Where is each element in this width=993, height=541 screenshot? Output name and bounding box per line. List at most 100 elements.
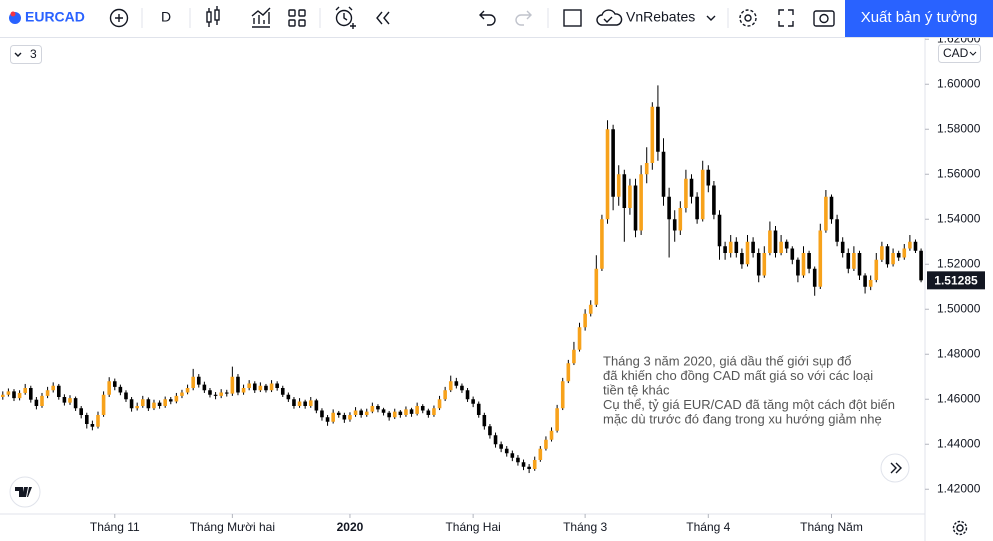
candle-body [678, 208, 683, 231]
candle-body [689, 178, 694, 197]
candle-body [740, 253, 744, 265]
candle-body [426, 410, 431, 415]
settings[interactable] [739, 9, 757, 27]
candle-body [499, 444, 503, 449]
candle-body [415, 406, 419, 414]
candle-body [146, 399, 151, 409]
candle-body [152, 402, 156, 409]
candle-body [706, 169, 711, 186]
candle-body [784, 241, 789, 249]
candle-body [628, 185, 632, 208]
indicators[interactable] [251, 7, 271, 28]
x-tick-label: Tháng Mười hai [190, 520, 275, 534]
candle-body [829, 196, 834, 220]
candle-body [751, 241, 755, 253]
templates[interactable] [288, 9, 306, 27]
candle-body [34, 399, 39, 406]
candle-body [381, 409, 386, 413]
candle-body [196, 376, 201, 385]
candle-body [17, 392, 22, 399]
candle-body [409, 409, 414, 414]
publish-label[interactable]: Xuất bản ý tưởng [861, 9, 978, 26]
candle-body [835, 219, 839, 242]
candle-body [516, 457, 520, 463]
publish-button[interactable] [845, 0, 993, 37]
currency-box[interactable]: CAD [938, 44, 981, 63]
candle-body [314, 400, 319, 411]
candle-body [437, 399, 442, 409]
candle-body [605, 129, 610, 220]
candle-body [140, 399, 145, 406]
add-symbol[interactable] [109, 8, 129, 28]
candle-body [398, 411, 403, 415]
candle-body [913, 241, 918, 251]
replay[interactable] [376, 11, 390, 25]
candle-body [734, 241, 739, 253]
layout[interactable] [563, 9, 582, 27]
snapshot[interactable] [813, 10, 835, 27]
candle-body [353, 410, 358, 415]
candle-body [840, 241, 845, 253]
candle-body [90, 424, 95, 427]
scroll-right[interactable] [880, 453, 910, 483]
candle-body [560, 381, 565, 409]
candle-body [241, 388, 246, 393]
candle-body [616, 174, 621, 197]
candle-body [796, 259, 800, 276]
candle-body [555, 408, 559, 431]
y-tick-label: 1.42000 [937, 481, 981, 495]
candle-body [252, 383, 257, 391]
candle-body [885, 246, 890, 265]
cloud[interactable] [596, 9, 623, 26]
candle-body [191, 376, 195, 388]
alert[interactable] [335, 6, 356, 29]
candle-body [639, 174, 643, 231]
candle-body [667, 196, 671, 220]
last-price-label: 1.51285 [934, 274, 978, 288]
candle-body [297, 401, 302, 406]
candle-body [325, 417, 330, 422]
candle-body [62, 397, 67, 403]
legend-chevron[interactable] [14, 52, 22, 57]
candle-body [432, 408, 436, 415]
candle-body [269, 383, 274, 391]
candle-body [723, 246, 727, 253]
candle-body [73, 398, 78, 409]
candle-body [275, 383, 279, 388]
candle-body [650, 106, 655, 163]
symbol[interactable]: EURCAD [25, 9, 85, 25]
candle-body [600, 219, 604, 269]
candle-body [40, 395, 44, 406]
candle-body [174, 395, 179, 402]
account-chevron[interactable] [706, 15, 716, 21]
interval[interactable]: D [161, 9, 171, 25]
axis-settings[interactable] [952, 520, 968, 536]
account[interactable]: VnRebates [626, 9, 695, 25]
candle-body [454, 381, 459, 386]
redo[interactable] [515, 10, 532, 26]
candle-body [857, 253, 862, 276]
candle-body [919, 250, 923, 281]
annotation-line: Tháng 3 năm 2020, giá dầu thế giới sụp đ… [603, 353, 851, 368]
candle-body [846, 253, 851, 269]
candle-body [247, 383, 251, 388]
fullscreen[interactable] [778, 9, 794, 27]
candle-body [476, 403, 481, 415]
candle-body [544, 439, 548, 449]
currency[interactable]: CAD [943, 46, 969, 60]
axes: 1.620001.600001.580001.560001.540001.520… [0, 31, 985, 541]
currency-chevron[interactable] [969, 51, 977, 56]
y-tick-label: 1.54000 [937, 211, 981, 225]
candle-body [521, 462, 526, 467]
candle-body [611, 129, 615, 197]
candle-body [392, 411, 397, 418]
candle-body [387, 412, 391, 418]
currency-bg[interactable] [938, 44, 981, 63]
plot [0, 85, 923, 474]
candle-body [684, 178, 688, 208]
chart-type[interactable] [206, 6, 220, 27]
legend-toggle[interactable] [10, 45, 42, 64]
undo[interactable] [479, 10, 496, 26]
